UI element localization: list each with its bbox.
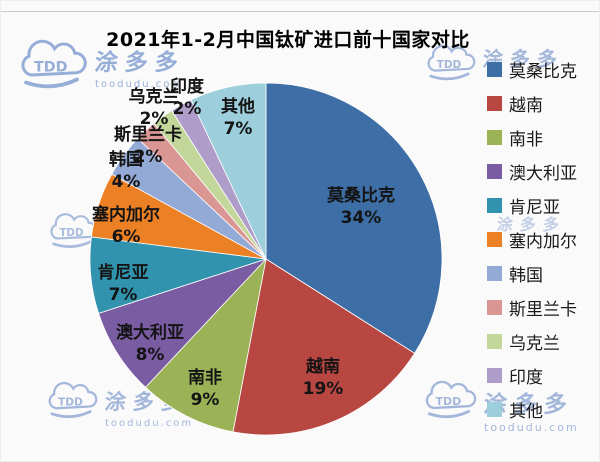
svg-text:TDD: TDD — [34, 59, 68, 75]
pie-label-percent: 7% — [108, 285, 138, 305]
legend-item-vietnam: 越南 — [487, 86, 577, 120]
tdd-cloud-logo-icon: TDD — [21, 39, 87, 89]
svg-text:TDD: TDD — [436, 395, 462, 408]
legend-swatch — [487, 231, 502, 247]
pie-label-percent: 2% — [133, 147, 163, 167]
pie-slice-vietnam — [232, 258, 416, 436]
legend-label: 南非 — [509, 129, 543, 150]
pie-label-percent: 4% — [111, 172, 141, 192]
legend-item-ukraine: 乌克兰 — [487, 324, 577, 358]
watermark-url: toodudu.com — [105, 418, 194, 429]
pie-label-name: 莫桑比克 — [327, 186, 395, 206]
top-border-line — [1, 11, 599, 12]
legend-item-sri-lanka: 斯里兰卡 — [487, 290, 577, 324]
watermark-bottom-left: TDD 涂多多 toodudu.com — [43, 380, 193, 429]
legend-label: 斯里兰卡 — [509, 299, 577, 320]
legend-swatch — [487, 299, 502, 315]
watermark-url: toodudu.com — [95, 79, 184, 90]
tdd-cloud-logo-icon: TDD — [48, 381, 98, 419]
watermark-top-right: TDD 涂多多 — [422, 43, 565, 85]
watermark-url: toodudu.com — [484, 421, 579, 434]
legend-swatch — [487, 265, 502, 281]
pie-label-name: 越南 — [305, 357, 340, 377]
pie-label-name: 南非 — [188, 368, 222, 388]
pie-label-percent: 19% — [302, 379, 344, 399]
pie-slice-mozambique — [265, 82, 443, 354]
legend-swatch — [487, 129, 502, 145]
pie-label-name: 肯尼亚 — [97, 263, 149, 283]
pie-label-australia: 澳大利亚 8% — [116, 322, 184, 366]
pie-label-name: 乌克兰 — [128, 87, 180, 107]
legend-label: 塞内加尔 — [509, 231, 577, 252]
legend-label: 印度 — [509, 367, 543, 388]
pie-label-kenya: 肯尼亚 7% — [98, 262, 149, 306]
tdd-cloud-logo-icon: TDD — [425, 380, 477, 419]
legend-item-kenya: 肯尼亚 — [487, 188, 577, 222]
legend-label: 肯尼亚 — [509, 197, 560, 218]
pie-label-name: 韩国 — [109, 150, 143, 170]
legend-label: 韩国 — [509, 265, 543, 286]
pie-label-other: 其他 7% — [221, 96, 255, 140]
pie-label-south-korea: 韩国 4% — [109, 149, 143, 193]
legend-swatch — [487, 163, 502, 179]
chart-title: 2021年1-2月中国钛矿进口前十国家对比 — [106, 29, 470, 51]
pie-label-sri-lanka: 斯里兰卡 2% — [114, 124, 182, 168]
legend-label: 乌克兰 — [509, 333, 560, 354]
pie-label-name: 其他 — [221, 97, 255, 117]
pie-label-percent: 7% — [223, 119, 253, 139]
legend-swatch — [487, 197, 502, 213]
legend-swatch — [487, 333, 502, 349]
legend-label: 越南 — [509, 95, 543, 116]
legend-item-australia: 澳大利亚 — [487, 154, 577, 188]
pie-label-india: 印度 2% — [170, 76, 204, 120]
pie-label-percent: 34% — [340, 208, 382, 228]
pie-label-name: 印度 — [170, 77, 204, 97]
legend-item-mozambique: 莫桑比克 — [487, 52, 577, 86]
pie-slice-other — [190, 82, 267, 260]
legend: 莫桑比克 越南 南非 澳大利亚 肯尼亚 塞内加尔 韩国 斯里兰卡 — [487, 52, 577, 426]
pie-label-percent: 6% — [111, 227, 141, 247]
pie-label-south-africa: 南非 9% — [188, 367, 222, 411]
tdd-cloud-logo-icon: TDD — [427, 44, 476, 81]
pie-label-percent: 8% — [135, 345, 165, 365]
pie-label-mozambique: 莫桑比克 34% — [327, 185, 395, 229]
svg-text:TDD: TDD — [437, 59, 462, 71]
legend-swatch — [487, 95, 502, 111]
legend-label: 澳大利亚 — [509, 163, 577, 184]
pie-label-percent: 2% — [139, 109, 169, 129]
legend-label: 其他 — [509, 401, 543, 422]
pie-slice-south-africa — [144, 257, 267, 433]
legend-item-india: 印度 — [487, 358, 577, 392]
legend-item-south-korea: 韩国 — [487, 256, 577, 290]
legend-item-other: 其他 — [487, 392, 577, 426]
svg-text:TDD: TDD — [59, 227, 83, 239]
pie-label-ukraine: 乌克兰 2% — [129, 86, 180, 130]
legend-item-south-africa: 南非 — [487, 120, 577, 154]
svg-text:TDD: TDD — [58, 395, 83, 408]
pie-label-vietnam: 越南 19% — [303, 356, 344, 400]
pie-label-percent: 2% — [172, 99, 202, 119]
legend-swatch — [487, 61, 502, 77]
legend-swatch — [487, 401, 502, 417]
pie-slice-australia — [98, 258, 267, 388]
watermark-top-left: TDD 涂多多 toodudu.com — [14, 37, 186, 95]
watermark-bottom-right: TDD 涂多多 toodudu.com — [420, 379, 579, 434]
pie-label-name: 斯里兰卡 — [114, 125, 182, 145]
legend-item-senegal: 塞内加尔 — [487, 222, 577, 256]
pie-label-senegal: 塞内加尔 6% — [92, 204, 160, 248]
pie-label-name: 澳大利亚 — [116, 323, 184, 343]
pie-label-percent: 9% — [190, 390, 220, 410]
legend-swatch — [487, 367, 502, 383]
pie-label-name: 塞内加尔 — [92, 205, 160, 225]
legend-label: 莫桑比克 — [509, 61, 577, 82]
